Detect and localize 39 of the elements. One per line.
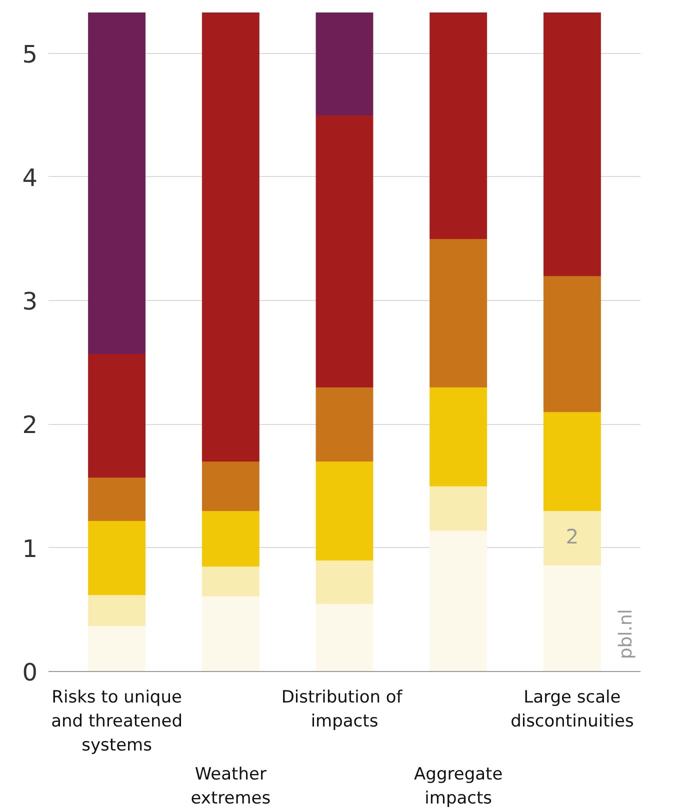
bar bbox=[316, 461, 374, 560]
bar bbox=[543, 510, 601, 566]
bar bbox=[543, 564, 601, 672]
x-tick-label: Aggregate impacts bbox=[414, 764, 503, 808]
annotation: pbl.nl bbox=[616, 609, 636, 660]
y-tick-label: 0 bbox=[22, 658, 38, 686]
bar bbox=[316, 114, 374, 388]
y-tick-label: 3 bbox=[22, 288, 38, 316]
bar bbox=[316, 386, 374, 462]
bar bbox=[430, 386, 488, 486]
y-tick-label: 2 bbox=[22, 411, 38, 440]
bar bbox=[88, 626, 146, 672]
bar bbox=[202, 461, 260, 512]
bar bbox=[202, 510, 260, 567]
bar bbox=[543, 276, 601, 412]
bar bbox=[430, 12, 488, 240]
bar bbox=[430, 486, 488, 531]
bar bbox=[316, 560, 374, 604]
bar bbox=[88, 477, 146, 521]
bar bbox=[88, 594, 146, 626]
x-tick-label: Large scale discontinuities bbox=[510, 688, 634, 732]
bar bbox=[430, 530, 488, 672]
x-tick-label: Weather extremes bbox=[190, 764, 271, 808]
bar bbox=[430, 238, 488, 388]
bar bbox=[202, 566, 260, 596]
bar bbox=[316, 12, 374, 116]
y-tick-label: 5 bbox=[22, 40, 38, 68]
x-tick-label: Risks to unique and threatened systems bbox=[51, 688, 183, 756]
bar bbox=[88, 520, 146, 596]
bar bbox=[202, 596, 260, 672]
bar bbox=[543, 412, 601, 512]
x-tick-label: Distribution of impacts bbox=[281, 688, 404, 732]
bar bbox=[543, 12, 601, 276]
y-tick-label: 1 bbox=[22, 534, 38, 563]
bar bbox=[202, 12, 260, 462]
bar bbox=[88, 353, 146, 478]
annotation: 2 bbox=[566, 524, 579, 548]
bar bbox=[316, 603, 374, 672]
y-tick-label: 4 bbox=[22, 164, 38, 192]
